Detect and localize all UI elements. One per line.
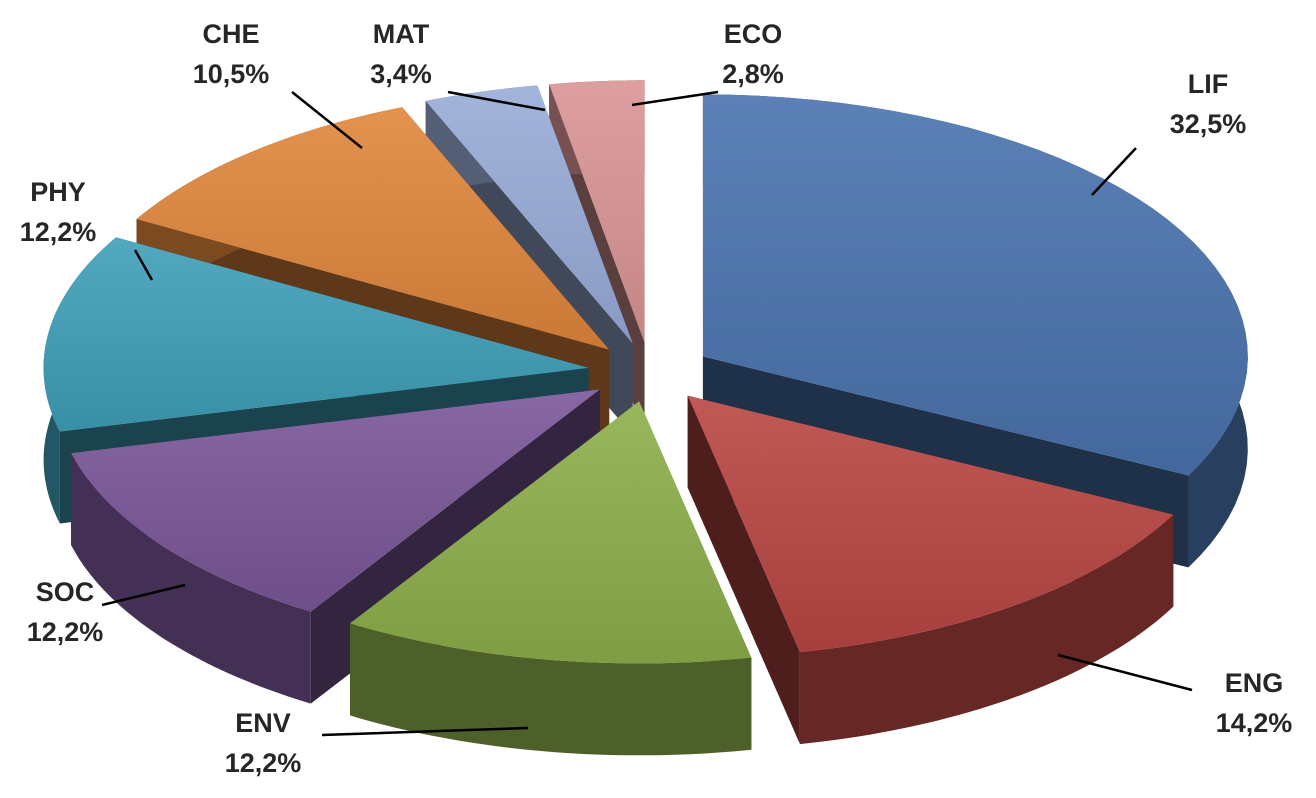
slice-outer-wall xyxy=(799,514,1174,745)
leader-line xyxy=(133,249,154,281)
leader-line xyxy=(321,726,529,737)
slice-label-lif: LIF 32,5% xyxy=(1091,69,1247,196)
slice-label-che: CHE 10,5% xyxy=(193,19,363,149)
leader-line xyxy=(631,90,719,107)
slice-top-shade xyxy=(136,107,610,350)
slice-outer-wall xyxy=(350,623,752,756)
slice-top-shade xyxy=(687,395,1174,653)
slice-name-label: ECO xyxy=(724,19,783,49)
slice-top-shade xyxy=(43,237,589,432)
leader-line xyxy=(291,91,363,149)
slice-name-label: LIF xyxy=(1188,69,1229,99)
slice-top-shade xyxy=(350,401,752,664)
slice-value-label: 12,2% xyxy=(20,217,97,247)
slice-label-env: ENV 12,2% xyxy=(225,708,529,778)
slice-name-label: PHY xyxy=(30,177,86,207)
slice-name-label: MAT xyxy=(373,19,430,49)
slice-value-label: 12,2% xyxy=(27,617,104,647)
slice-name-label: CHE xyxy=(202,19,259,49)
slice-value-label: 3,4% xyxy=(370,59,432,89)
slice-value-label: 10,5% xyxy=(193,59,270,89)
slice-name-label: ENG xyxy=(1225,668,1284,698)
slice-label-eng: ENG 14,2% xyxy=(1057,653,1293,738)
slice-label-eco: ECO 2,8% xyxy=(631,19,784,107)
slice-label-soc: SOC 12,2% xyxy=(27,577,186,647)
slice-top-shade xyxy=(549,80,645,343)
leader-line xyxy=(1057,653,1193,692)
slice-value-label: 12,2% xyxy=(225,748,302,778)
leader-line xyxy=(1091,147,1137,196)
slice-side-wall xyxy=(687,395,800,745)
leader-line xyxy=(101,583,186,607)
slice-top-shade xyxy=(425,85,633,344)
slice-value-label: 14,2% xyxy=(1216,708,1293,738)
labels-layer: LIF 32,5% ENG 14,2% ENV 12,2% SOC 12,2% PHY 12,2%… xyxy=(20,19,1293,778)
leader-line xyxy=(447,90,546,112)
slice-name-label: SOC xyxy=(36,577,95,607)
slice-env xyxy=(350,401,752,756)
slice-label-phy: PHY 12,2% xyxy=(20,177,154,281)
slice-top-shade xyxy=(702,94,1248,476)
slice-label-mat: MAT 3,4% xyxy=(370,19,546,112)
slice-eng xyxy=(687,395,1174,745)
slice-outer-wall xyxy=(71,453,311,704)
slice-top-shade xyxy=(71,389,600,612)
slice-value-label: 32,5% xyxy=(1170,109,1247,139)
slice-name-label: ENV xyxy=(235,708,291,738)
slices-layer xyxy=(43,80,1248,756)
slice-value-label: 2,8% xyxy=(722,59,784,89)
